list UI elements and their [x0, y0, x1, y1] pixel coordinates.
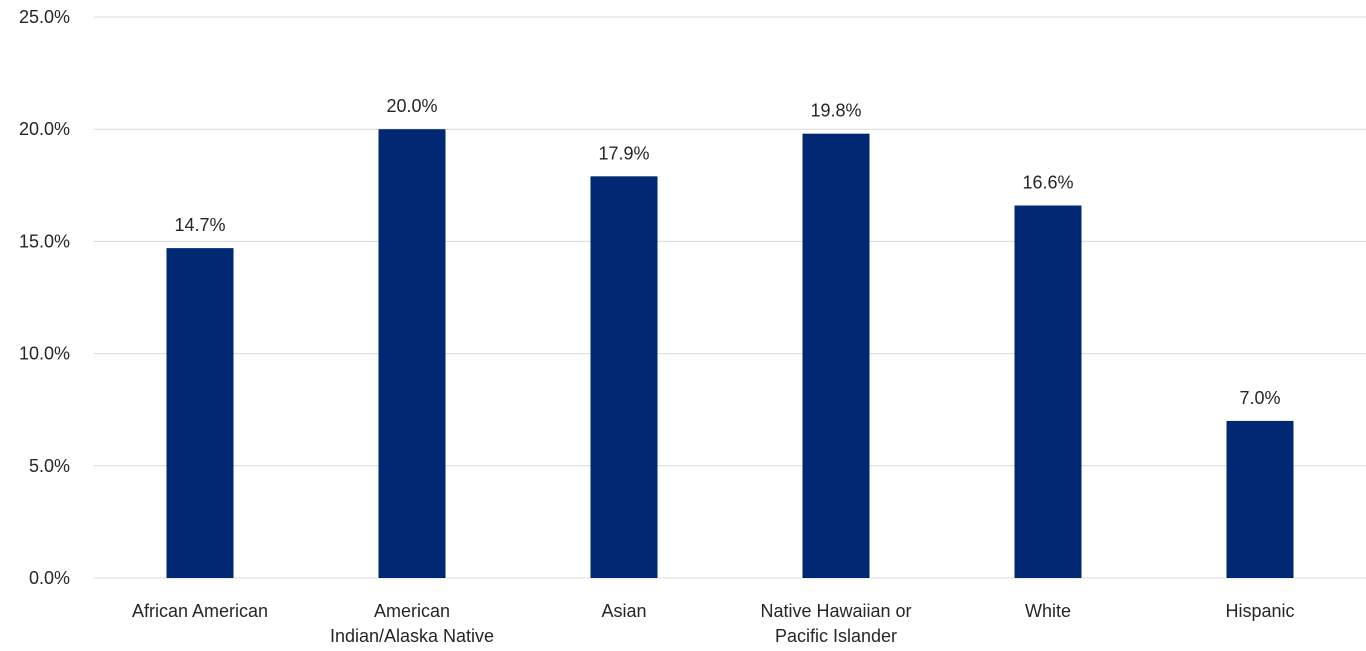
y-tick-label: 20.0% — [19, 119, 70, 139]
bar — [1014, 205, 1082, 578]
data-label: 16.6% — [1022, 172, 1073, 192]
y-tick-label: 0.0% — [29, 568, 70, 588]
bar — [378, 129, 446, 578]
gridlines — [94, 16, 1366, 579]
category-label: Asian — [601, 601, 646, 621]
data-label: 14.7% — [174, 215, 225, 235]
y-axis-tick-labels: 0.0% 5.0% 10.0% 15.0% 20.0% 25.0% — [19, 7, 70, 588]
bar — [1226, 420, 1294, 578]
y-tick-label: 5.0% — [29, 456, 70, 476]
y-tick-label: 25.0% — [19, 7, 70, 27]
category-label: Hispanic — [1225, 601, 1294, 621]
bar — [166, 248, 234, 578]
data-label: 17.9% — [598, 143, 649, 163]
x-axis-category-labels: African American American Indian/Alaska Na… — [132, 601, 1295, 646]
bar — [802, 133, 870, 579]
bars — [166, 129, 1294, 579]
data-label: 20.0% — [386, 96, 437, 116]
category-label: Native Hawaiian or Pacific Islander — [760, 601, 911, 646]
category-label: African American — [132, 601, 268, 621]
data-label: 19.8% — [810, 101, 861, 121]
data-labels: 14.7% 20.0% 17.9% 19.8% 16.6% 7.0% — [174, 96, 1280, 408]
y-tick-label: 15.0% — [19, 231, 70, 251]
category-label: White — [1025, 601, 1071, 621]
y-tick-label: 10.0% — [19, 344, 70, 364]
bar — [590, 176, 658, 578]
category-label: American Indian/Alaska Native — [330, 601, 494, 646]
data-label: 7.0% — [1239, 388, 1280, 408]
